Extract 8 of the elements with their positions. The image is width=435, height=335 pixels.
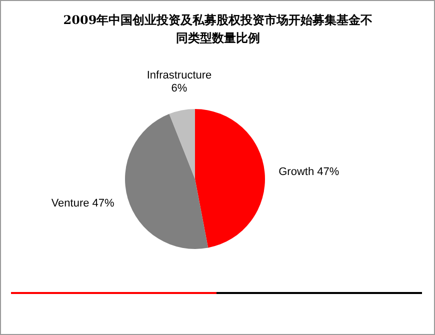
pie-slice <box>125 114 208 249</box>
pie-slice <box>169 109 195 179</box>
slice-label: Growth 47% <box>278 166 340 178</box>
slice-label: Infrastructure <box>146 69 212 82</box>
data-label: 6% <box>171 82 188 94</box>
pie-slice <box>195 109 265 248</box>
slice-label: Venture 47% <box>51 197 115 210</box>
chart-title: 2009年中国创业投资及私募股权投资市场开始募集基金不同类型数量比例 <box>62 12 374 47</box>
